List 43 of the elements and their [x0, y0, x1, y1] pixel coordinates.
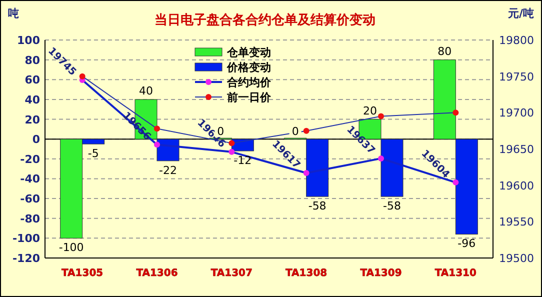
- data-label: -58: [383, 200, 401, 213]
- y2-tick-label: 19700: [499, 106, 534, 120]
- data-label: 20: [363, 104, 377, 118]
- x-tick-label: TA1305: [62, 268, 104, 279]
- y-tick-label: -40: [20, 172, 40, 186]
- y-tick-label: -80: [20, 212, 40, 226]
- y-tick-label: 100: [17, 34, 40, 47]
- y2-tick-label: 19500: [499, 252, 534, 265]
- data-label: 80: [438, 44, 452, 58]
- y2-tick-label: 19750: [499, 70, 534, 84]
- y-tick-label: 40: [24, 93, 40, 106]
- y-tick-label: -20: [20, 152, 40, 166]
- x-tick-label: TA1310: [434, 268, 477, 279]
- y-tick-label: -120: [12, 252, 40, 265]
- x-tick-label: TA1306: [136, 268, 178, 279]
- y-axis-title: 吨: [8, 7, 19, 20]
- y-tick-label: 0: [32, 133, 40, 146]
- legend-label: 仓单变动: [226, 46, 271, 59]
- x-tick-label: TA1308: [286, 268, 328, 279]
- data-label: -5: [88, 147, 99, 160]
- y-tick-label: 80: [24, 54, 40, 67]
- y-tick-label: 60: [24, 74, 40, 87]
- data-label: -12: [234, 154, 252, 167]
- data-label: -22: [159, 164, 177, 177]
- x-tick-label: TA1309: [360, 268, 402, 279]
- y-tick-label: 20: [24, 113, 40, 126]
- data-label: 0: [292, 125, 299, 138]
- x-tick-label: TA1307: [210, 268, 253, 279]
- legend-label: 合约均价: [226, 76, 272, 89]
- y-tick-label: -60: [20, 192, 40, 206]
- y-tick-label: -100: [12, 232, 40, 246]
- chart-title: 当日电子盘合各合约仓单及结算价变动: [154, 12, 376, 28]
- data-label: -100: [58, 241, 84, 254]
- legend-label: 前一日价: [226, 91, 272, 104]
- y2-tick-label: 19800: [499, 34, 534, 47]
- y2-axis-title: 元/吨: [506, 7, 534, 20]
- data-label: 40: [139, 84, 153, 98]
- y2-tick-label: 19550: [499, 216, 534, 229]
- data-label: -96: [458, 237, 476, 250]
- y2-tick-label: 19650: [499, 143, 534, 156]
- data-label: -58: [308, 200, 326, 213]
- legend-label: 价格变动: [226, 61, 271, 74]
- y2-tick-label: 19600: [499, 179, 534, 192]
